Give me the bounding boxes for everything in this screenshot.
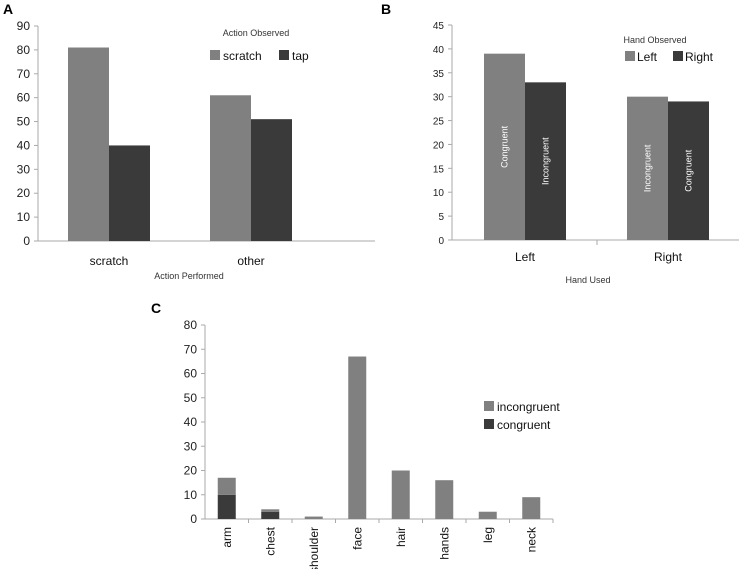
c-bar-incongruent-chest <box>261 509 280 512</box>
c-category-label: hair <box>394 527 408 547</box>
c-y-tick-label: 40 <box>184 415 198 429</box>
b-y-tick-label: 10 <box>433 188 445 199</box>
b-bar-Right-Left <box>525 82 566 240</box>
a-category-label: other <box>237 254 264 268</box>
c-legend-label-incongruent: incongruent <box>497 400 560 414</box>
a-y-tick-label: 70 <box>17 67 31 81</box>
c-bar-incongruent-neck <box>522 497 541 519</box>
a-legend-label-scratch: scratch <box>223 49 262 63</box>
a-bar-scratch-scratch <box>68 47 109 241</box>
a-legend-label-tap: tap <box>292 49 309 63</box>
b-y-tick-label: 40 <box>433 45 445 56</box>
c-bar-incongruent-face <box>348 356 367 519</box>
b-bar-label: Congruent <box>684 149 694 192</box>
b-bar-label: Incongruent <box>541 137 551 185</box>
c-category-label: shoulder <box>307 527 321 569</box>
b-bar-label: Incongruent <box>643 144 653 192</box>
c-bar-incongruent-leg <box>478 511 497 519</box>
a-y-tick-label: 0 <box>23 234 30 248</box>
b-y-tick-label: 45 <box>433 21 445 32</box>
a-y-tick-label: 40 <box>17 138 31 152</box>
c-y-tick-label: 80 <box>184 318 198 332</box>
panel-letter-c: C <box>151 300 161 316</box>
c-y-tick-label: 50 <box>184 391 198 405</box>
a-y-tick-label: 90 <box>17 19 31 33</box>
b-y-tick-label: 35 <box>433 69 445 80</box>
b-legend-swatch-Left <box>625 51 635 61</box>
c-bar-congruent-chest <box>261 511 280 519</box>
b-y-tick-label: 30 <box>433 93 445 104</box>
c-category-label: leg <box>481 527 495 543</box>
b-category-label: Right <box>654 250 683 264</box>
a-y-tick-label: 20 <box>17 186 31 200</box>
c-category-label: neck <box>524 526 538 552</box>
c-legend-swatch-congruent <box>484 419 494 429</box>
a-y-tick-label: 30 <box>17 162 31 176</box>
c-bar-incongruent-hands <box>435 480 454 519</box>
b-bar-label: Congruent <box>500 125 510 168</box>
c-y-tick-label: 20 <box>184 464 198 478</box>
c-y-tick-label: 0 <box>190 512 197 526</box>
b-y-tick-label: 5 <box>438 212 444 223</box>
a-y-tick-label: 60 <box>17 91 31 105</box>
c-y-tick-label: 10 <box>184 488 198 502</box>
c-y-tick-label: 60 <box>184 367 198 381</box>
b-bar-Left-Right <box>627 96 668 241</box>
chart-panel-c: C 0 10 20 30 40 50 60 70 80 arm chest shoulder face h… <box>151 300 560 569</box>
c-category-label: chest <box>263 526 277 555</box>
a-y-tick-label: 50 <box>17 115 31 129</box>
a-legend-title: Action Observed <box>223 28 290 38</box>
b-y-tick-label: 0 <box>438 236 444 247</box>
b-category-label: Left <box>515 250 536 264</box>
b-x-axis-title: Hand Used <box>565 275 610 285</box>
c-legend-swatch-incongruent <box>484 401 494 411</box>
b-y-tick-label: 15 <box>433 164 445 175</box>
a-bar-tap-other <box>251 119 292 241</box>
b-legend-label-Left: Left <box>637 50 658 64</box>
c-bar-incongruent-arm <box>217 477 236 495</box>
c-bar-incongruent-shoulder <box>304 516 323 519</box>
b-legend-swatch-Right <box>673 51 683 61</box>
a-y-tick-label: 80 <box>17 43 31 57</box>
b-y-tick-label: 20 <box>433 140 445 151</box>
a-legend-swatch-scratch <box>210 50 220 60</box>
c-legend-label-congruent: congruent <box>497 418 551 432</box>
a-bar-tap-scratch <box>109 145 150 241</box>
a-legend-swatch-tap <box>279 50 289 60</box>
panel-letter-a: A <box>3 1 13 17</box>
c-category-label: hands <box>437 527 451 560</box>
b-bar-Right-Right <box>668 101 709 240</box>
c-category-label: arm <box>220 527 234 548</box>
a-y-tick-label: 10 <box>17 210 31 224</box>
c-bar-incongruent-hair <box>391 470 410 519</box>
a-bar-scratch-other <box>210 95 251 242</box>
c-category-label: face <box>350 527 364 550</box>
panel-letter-b: B <box>381 1 391 17</box>
b-legend-label-Right: Right <box>685 50 714 64</box>
b-bar-Left-Left <box>484 53 525 240</box>
c-y-tick-label: 30 <box>184 439 198 453</box>
a-category-label: scratch <box>90 254 129 268</box>
chart-panel-b: B 0 5 10 15 20 25 30 35 40 45 Congruent Incongruent… <box>381 1 739 285</box>
a-x-axis-title: Action Performed <box>154 271 224 281</box>
b-legend-title: Hand Observed <box>623 35 686 45</box>
chart-panel-a: A 0 10 20 30 40 50 60 70 80 90 scratch other Action … <box>3 1 375 281</box>
b-y-tick-label: 25 <box>433 117 445 128</box>
c-y-tick-label: 70 <box>184 342 198 356</box>
c-bar-congruent-arm <box>217 494 236 519</box>
